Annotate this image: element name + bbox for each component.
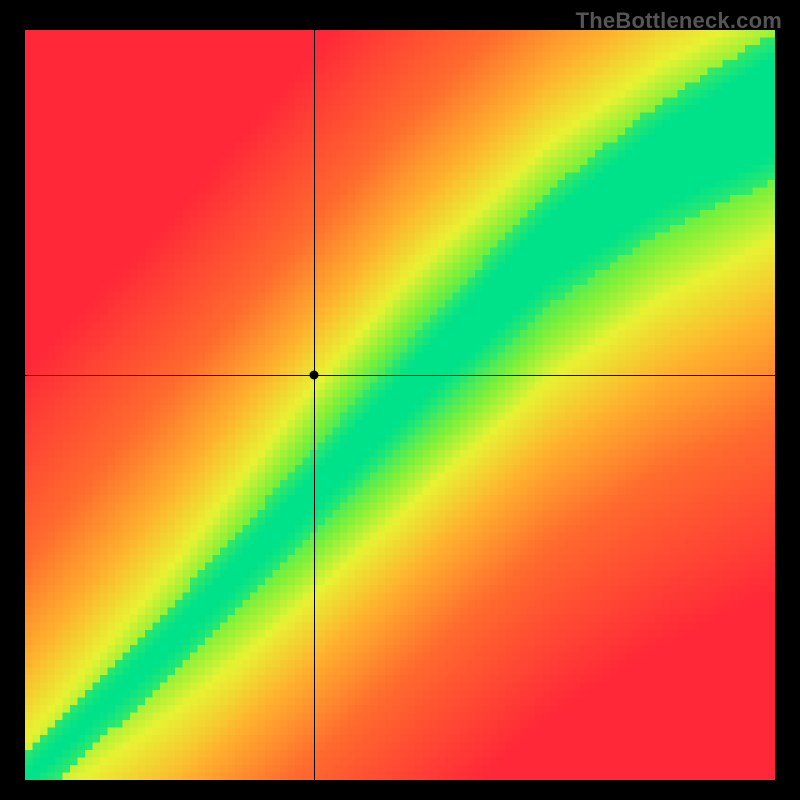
crosshair-horizontal [25, 375, 775, 376]
chart-container: TheBottleneck.com [0, 0, 800, 800]
data-point-marker [309, 371, 318, 380]
plot-area [25, 30, 775, 780]
heatmap-canvas [25, 30, 775, 780]
crosshair-vertical [314, 30, 315, 780]
watermark-text: TheBottleneck.com [576, 8, 782, 34]
